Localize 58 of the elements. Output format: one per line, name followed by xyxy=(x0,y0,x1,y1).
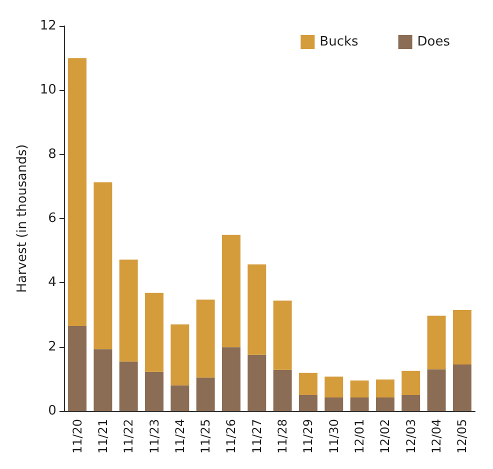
x-tick-label: 11/30 xyxy=(326,419,341,454)
y-tick-label: 6 xyxy=(48,211,56,226)
bar xyxy=(94,349,112,411)
x-tick-label: 12/05 xyxy=(455,419,470,454)
bar xyxy=(68,326,87,411)
bar xyxy=(324,398,344,411)
x-tick-label: 11/28 xyxy=(276,419,290,454)
bar xyxy=(273,370,292,411)
y-axis-title: Harvest (in thousands) xyxy=(15,144,30,293)
legend-label: Bucks xyxy=(320,34,358,50)
bar xyxy=(68,58,87,326)
x-tick-label: 11/29 xyxy=(301,419,316,454)
bar xyxy=(222,347,240,411)
bar xyxy=(145,292,164,372)
bar xyxy=(427,316,446,370)
bar xyxy=(324,376,344,398)
x-tick-label: 11/26 xyxy=(224,419,238,454)
bar xyxy=(196,300,215,378)
x-tick-label: 12/04 xyxy=(430,419,444,454)
bar xyxy=(452,364,472,411)
bar xyxy=(402,370,420,395)
x-tick-label: 11/23 xyxy=(147,419,162,454)
bar xyxy=(196,378,215,411)
x-tick-label: 11/25 xyxy=(198,419,213,454)
x-tick-label: 12/03 xyxy=(404,419,418,454)
x-tick-label: 11/27 xyxy=(250,419,264,454)
y-tick-label: 8 xyxy=(48,146,56,162)
bar xyxy=(298,372,318,395)
bar xyxy=(402,394,420,411)
x-tick-label: 11/21 xyxy=(96,419,110,454)
x-tick-label: 11/20 xyxy=(70,419,84,454)
bar xyxy=(298,394,318,411)
y-tick-label: 2 xyxy=(48,339,56,354)
bar xyxy=(376,380,394,398)
bar xyxy=(273,300,292,370)
x-tick-label: 11/22 xyxy=(122,419,136,454)
x-tick-label: 11/24 xyxy=(172,419,187,454)
y-tick-label: 12 xyxy=(40,18,56,34)
bar xyxy=(427,369,446,411)
bar xyxy=(119,260,138,362)
y-tick-label: 4 xyxy=(48,275,56,290)
bar xyxy=(248,354,266,411)
bar xyxy=(248,264,266,355)
legend-label: Does xyxy=(417,34,450,50)
bar xyxy=(170,324,190,386)
bar xyxy=(119,362,138,411)
x-tick-label: 12/02 xyxy=(378,419,392,454)
x-tick-label: 12/01 xyxy=(352,419,367,454)
bar xyxy=(94,182,112,350)
y-tick-label: 0 xyxy=(48,404,56,418)
bar xyxy=(145,372,164,411)
bar xyxy=(350,380,369,398)
bar xyxy=(376,398,394,411)
bar xyxy=(222,234,240,348)
bar xyxy=(350,398,369,411)
bar xyxy=(170,385,190,411)
bar xyxy=(452,310,472,364)
y-tick-label: 10 xyxy=(40,82,56,98)
